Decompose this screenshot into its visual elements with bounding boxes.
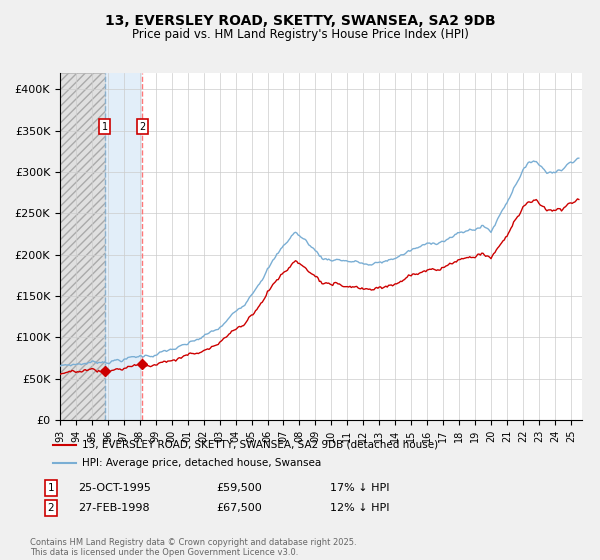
Text: £67,500: £67,500: [216, 503, 262, 513]
Bar: [105, 73, 142, 420]
Text: Contains HM Land Registry data © Crown copyright and database right 2025.
This d: Contains HM Land Registry data © Crown c…: [30, 538, 356, 557]
Text: HPI: Average price, detached house, Swansea: HPI: Average price, detached house, Swan…: [82, 458, 321, 468]
Text: 17% ↓ HPI: 17% ↓ HPI: [330, 483, 389, 493]
Text: 2: 2: [47, 503, 55, 513]
Text: 12% ↓ HPI: 12% ↓ HPI: [330, 503, 389, 513]
Text: 27-FEB-1998: 27-FEB-1998: [78, 503, 149, 513]
Text: 2: 2: [139, 122, 145, 132]
Text: 1: 1: [102, 122, 108, 132]
Text: 13, EVERSLEY ROAD, SKETTY, SWANSEA, SA2 9DB (detached house): 13, EVERSLEY ROAD, SKETTY, SWANSEA, SA2 …: [82, 440, 437, 450]
Text: £59,500: £59,500: [216, 483, 262, 493]
Text: Price paid vs. HM Land Registry's House Price Index (HPI): Price paid vs. HM Land Registry's House …: [131, 28, 469, 41]
Bar: [60, 73, 105, 420]
Text: 13, EVERSLEY ROAD, SKETTY, SWANSEA, SA2 9DB: 13, EVERSLEY ROAD, SKETTY, SWANSEA, SA2 …: [104, 14, 496, 28]
Text: 25-OCT-1995: 25-OCT-1995: [78, 483, 151, 493]
Text: 1: 1: [47, 483, 55, 493]
